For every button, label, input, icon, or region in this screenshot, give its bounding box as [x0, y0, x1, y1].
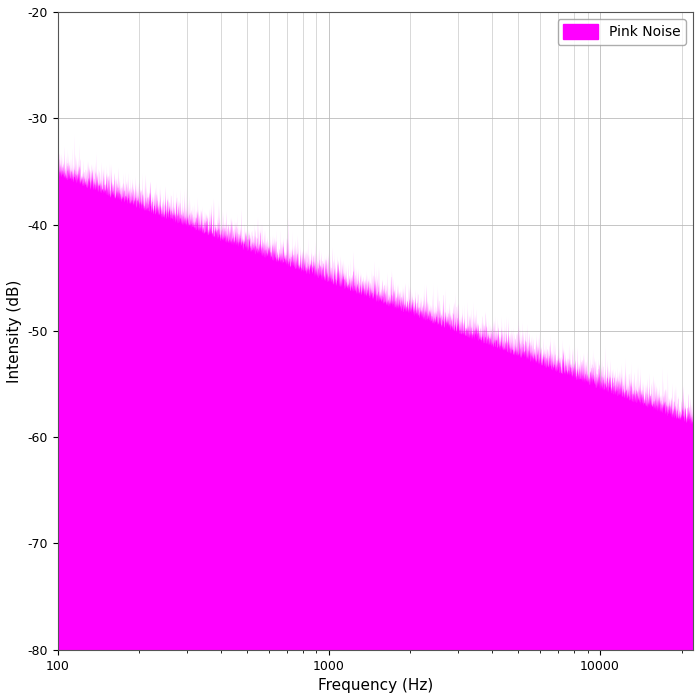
- Y-axis label: Intensity (dB): Intensity (dB): [7, 279, 22, 382]
- Legend: Pink Noise: Pink Noise: [557, 19, 686, 45]
- X-axis label: Frequency (Hz): Frequency (Hz): [318, 678, 433, 693]
